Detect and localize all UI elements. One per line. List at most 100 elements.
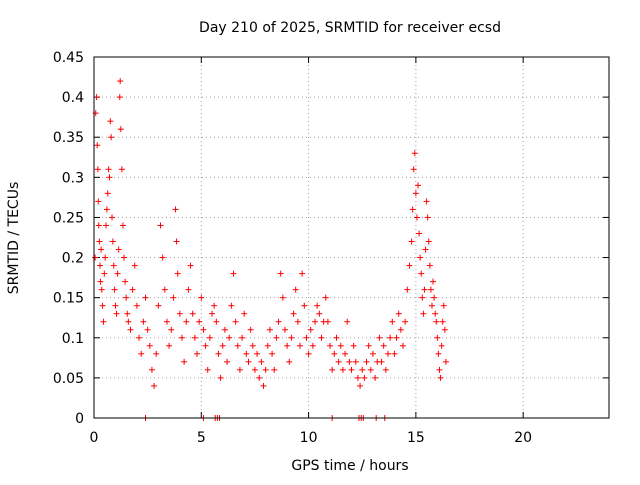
- data-point: [103, 222, 110, 229]
- data-point: [117, 78, 124, 85]
- data-point: [94, 166, 101, 173]
- data-point: [249, 342, 256, 349]
- data-point: [361, 374, 368, 381]
- data-point: [97, 278, 104, 285]
- data-point: [131, 262, 138, 269]
- y-tick-label: 0.15: [53, 291, 84, 307]
- data-point: [256, 374, 263, 381]
- data-point: [129, 286, 136, 293]
- data-point: [106, 174, 113, 181]
- data-point: [389, 318, 396, 325]
- data-point: [146, 342, 153, 349]
- data-point: [200, 326, 207, 333]
- data-point: [427, 286, 434, 293]
- data-point: [275, 318, 282, 325]
- y-tick-label: 0.35: [53, 130, 84, 146]
- data-point: [292, 286, 299, 293]
- data-point: [114, 270, 121, 277]
- x-axis-label: GPS time / hours: [291, 458, 408, 474]
- data-point: [440, 302, 447, 309]
- data-point: [215, 350, 222, 357]
- y-tick-label: 0.45: [53, 50, 84, 66]
- data-point: [108, 134, 115, 141]
- data-point: [166, 342, 173, 349]
- data-point: [221, 326, 228, 333]
- data-point: [100, 318, 107, 325]
- data-point: [393, 334, 400, 341]
- x-tick-label: 20: [514, 430, 532, 446]
- data-point: [422, 246, 429, 253]
- data-point: [96, 238, 103, 245]
- data-point: [122, 278, 129, 285]
- data-point: [109, 214, 116, 221]
- data-point: [359, 366, 366, 373]
- data-point: [124, 310, 131, 317]
- data-point: [271, 366, 278, 373]
- data-point: [247, 326, 254, 333]
- data-point: [236, 366, 243, 373]
- data-point: [187, 262, 194, 269]
- data-point: [309, 342, 316, 349]
- data-point: [153, 350, 160, 357]
- data-point: [174, 270, 181, 277]
- data-point: [421, 286, 428, 293]
- data-point: [354, 374, 361, 381]
- data-point: [333, 334, 340, 341]
- data-point: [376, 334, 383, 341]
- data-point: [230, 270, 237, 277]
- data-point: [424, 214, 431, 221]
- data-point: [382, 366, 389, 373]
- data-point: [204, 366, 211, 373]
- data-point: [348, 366, 355, 373]
- data-point: [224, 358, 231, 365]
- data-point: [357, 382, 364, 389]
- data-point: [299, 270, 306, 277]
- data-point: [430, 278, 437, 285]
- chart-title: Day 210 of 2025, SRMTID for receiver ecs…: [199, 20, 501, 36]
- data-point: [161, 286, 168, 293]
- data-point: [307, 326, 314, 333]
- data-point: [391, 350, 398, 357]
- data-point: [92, 254, 99, 261]
- data-point: [127, 326, 134, 333]
- data-point: [365, 342, 372, 349]
- data-point: [191, 334, 198, 341]
- data-point: [420, 310, 427, 317]
- data-point: [335, 358, 342, 365]
- data-point: [281, 326, 288, 333]
- y-tick-label: 0.2: [62, 251, 84, 267]
- data-point: [400, 342, 406, 349]
- data-point: [384, 350, 391, 357]
- data-point: [279, 294, 286, 301]
- data-point: [425, 238, 432, 245]
- data-point: [344, 318, 351, 325]
- data-point: [155, 302, 162, 309]
- data-point: [273, 334, 280, 341]
- data-point: [138, 350, 145, 357]
- data-point: [115, 246, 122, 253]
- data-point: [415, 182, 422, 189]
- data-point: [209, 310, 216, 317]
- data-point: [350, 342, 357, 349]
- data-point: [346, 358, 353, 365]
- data-point: [176, 310, 183, 317]
- data-point: [294, 318, 301, 325]
- data-point: [163, 318, 170, 325]
- data-point: [245, 358, 252, 365]
- data-point: [234, 342, 241, 349]
- data-point: [432, 310, 439, 317]
- x-tick-label: 15: [407, 430, 425, 446]
- data-point: [258, 358, 265, 365]
- data-point: [239, 334, 246, 341]
- data-point: [95, 198, 102, 205]
- data-point: [409, 206, 416, 213]
- data-point: [159, 254, 166, 261]
- data-point: [243, 350, 250, 357]
- data-point: [178, 334, 185, 341]
- x-tick-label: 10: [300, 430, 318, 446]
- data-point: [98, 286, 105, 293]
- data-point: [168, 326, 175, 333]
- data-point: [297, 342, 303, 349]
- data-point: [118, 166, 125, 173]
